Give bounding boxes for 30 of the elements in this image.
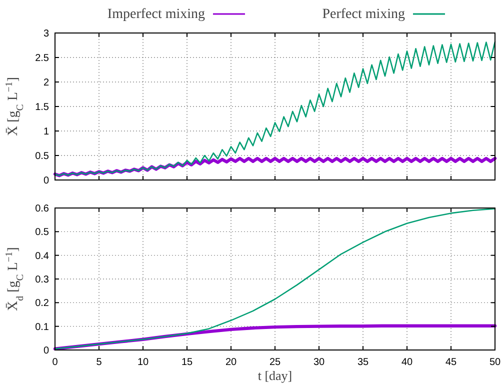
y-tick-label: 0.1 <box>35 322 50 333</box>
y-tick-label: 0.5 <box>35 151 50 162</box>
y-tick-label: 1.5 <box>35 102 50 113</box>
y-tick-label: 0.6 <box>35 204 50 214</box>
y-tick-label: 0.3 <box>35 274 50 286</box>
y-tick-label: 0 <box>43 176 50 186</box>
x-tick-label: 30 <box>313 357 325 368</box>
x-tick-label: 15 <box>181 357 193 368</box>
legend-label: Imperfect mixing <box>107 7 205 22</box>
x-tick-label: 35 <box>357 357 369 368</box>
x-tick-label: 5 <box>96 357 102 368</box>
y-tick-label: 1 <box>43 126 50 138</box>
legend-label: Perfect mixing <box>322 7 405 22</box>
x-tick-label: 10 <box>137 357 149 368</box>
x-axis-title: t [day] <box>258 368 292 383</box>
line-series <box>54 41 496 176</box>
line-series <box>54 208 496 350</box>
x-tick-label: 0 <box>52 357 58 368</box>
y-tick-label: 0.2 <box>35 298 50 310</box>
x-tick-label: 20 <box>225 357 237 368</box>
y-tick-label: 0 <box>43 346 50 356</box>
x-tick-label: 45 <box>445 357 457 368</box>
y-tick-label: 0.5 <box>35 227 50 238</box>
y-tick-label: 0.4 <box>35 250 50 262</box>
x-tick-label: 25 <box>269 357 281 368</box>
y-tick-label: 2.5 <box>35 53 50 64</box>
y-tick-label: 2 <box>43 78 50 88</box>
x-tick-label: 50 <box>489 357 501 368</box>
y-tick-label: 3 <box>43 28 50 40</box>
x-tick-label: 40 <box>401 357 413 368</box>
